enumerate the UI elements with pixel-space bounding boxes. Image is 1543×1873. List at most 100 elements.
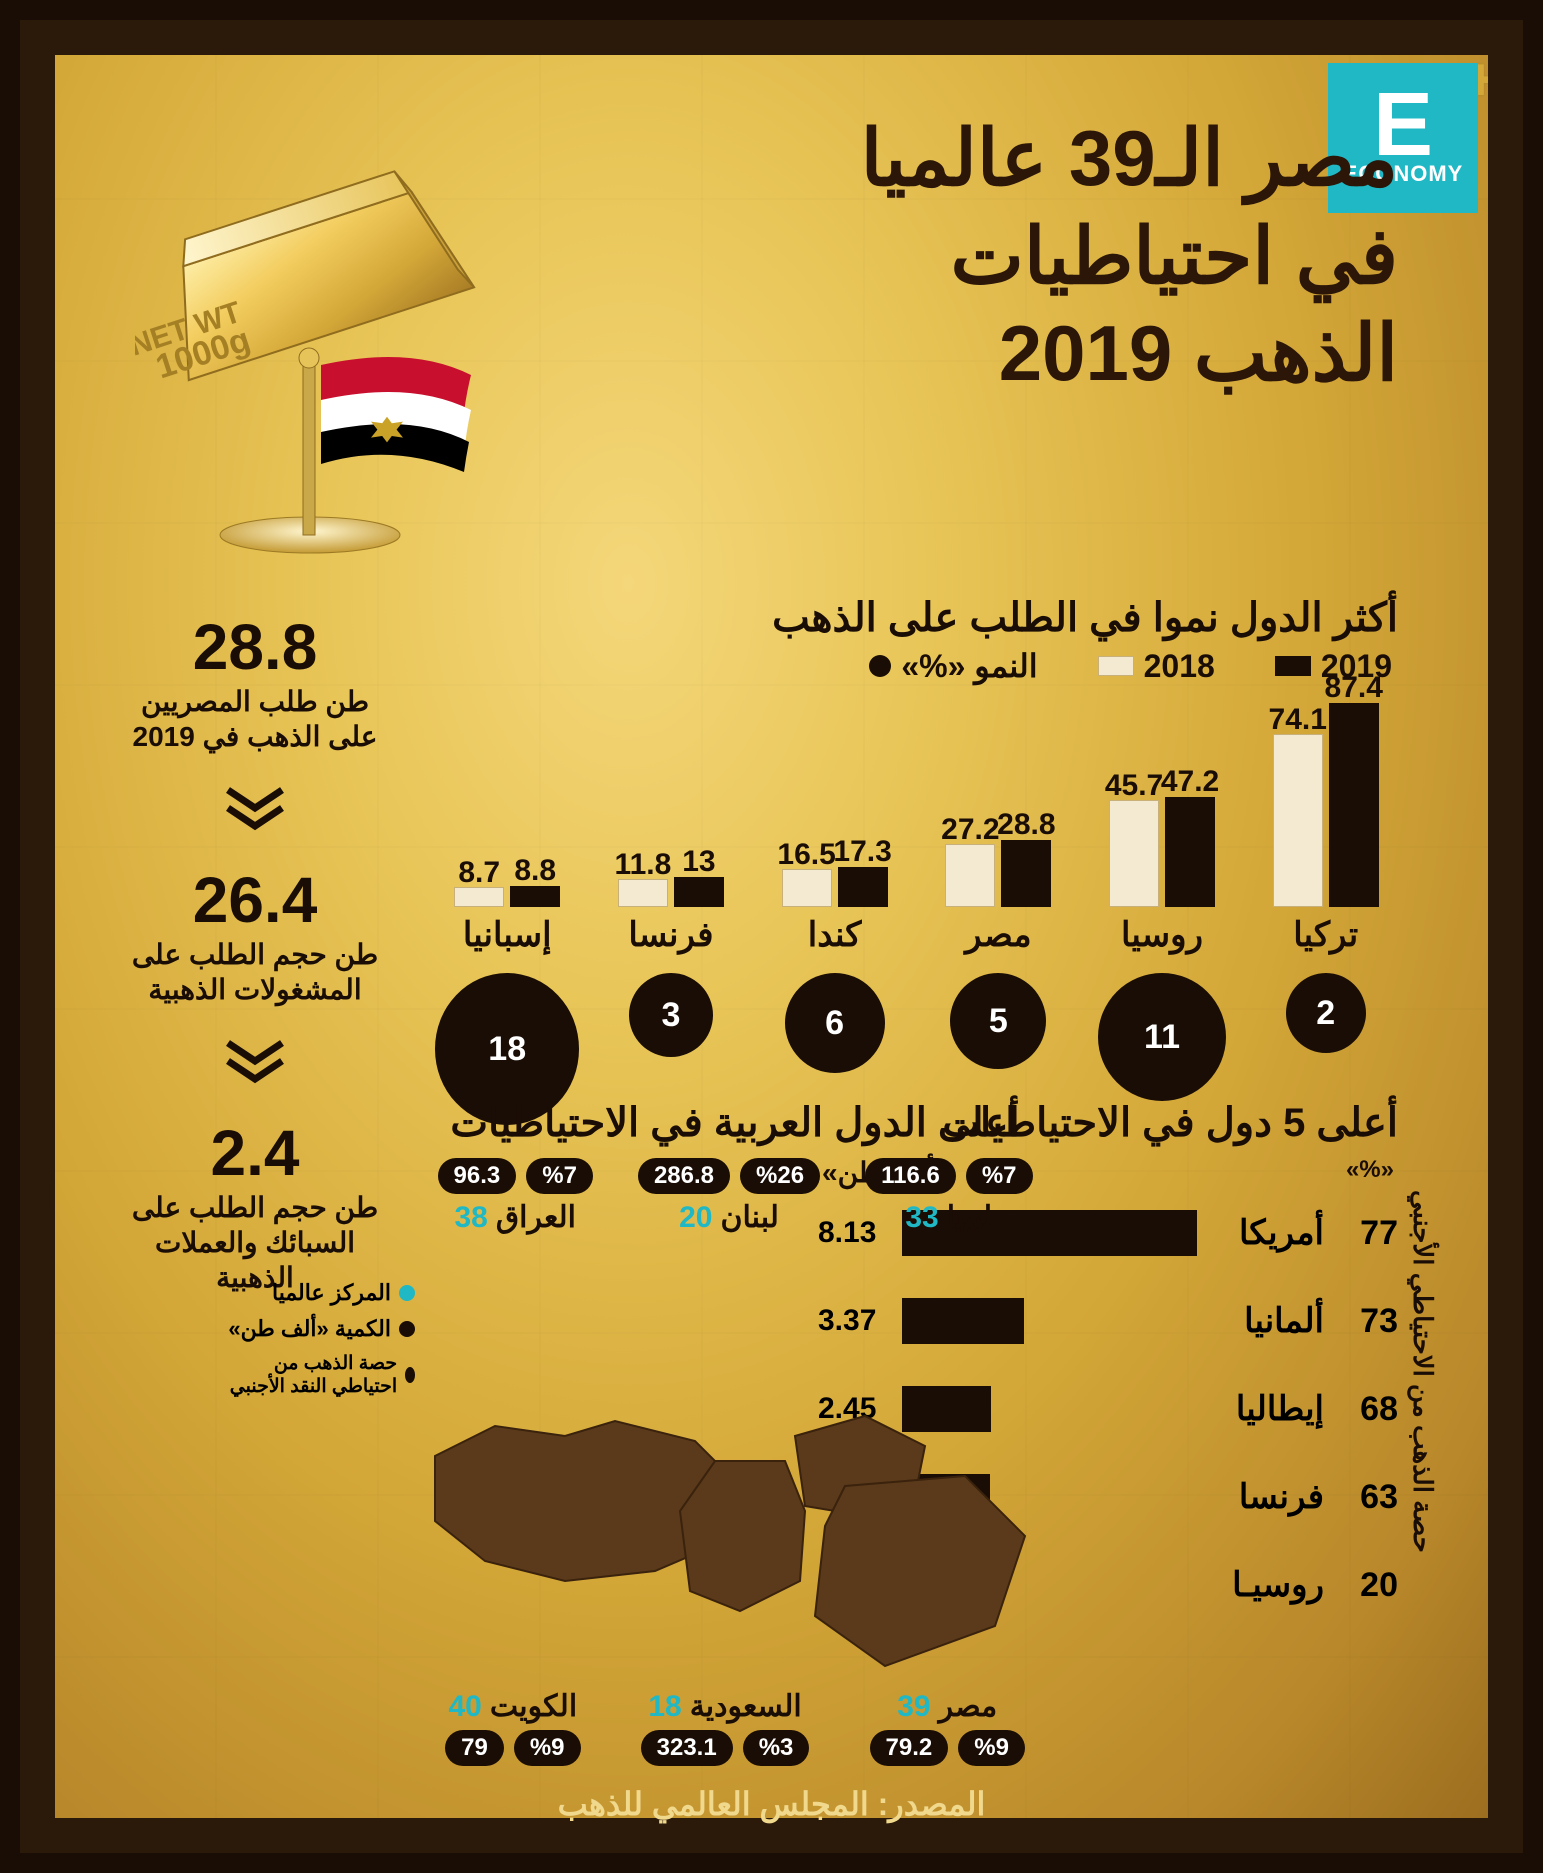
country-label: تركيا <box>1293 915 1358 955</box>
arab-bottom-row: مصر 39 %9 79.2 السعودية 18 %3 323.1 الكو… <box>415 1689 1055 1766</box>
growth-circle: 11 <box>1098 973 1226 1101</box>
arab-pill-row: %7 116.6 <box>865 1158 1032 1194</box>
legend-growth: النمو «%» <box>869 647 1037 685</box>
bar-2019: 28.8 <box>1001 840 1051 907</box>
arab-qty-pill: 96.3 <box>438 1158 517 1194</box>
top5-pct: 68 <box>1338 1390 1398 1429</box>
top5-share-label: حصة الذهب من الاحتياطي الأجنبي <box>1407 1190 1438 1553</box>
bar-value-2018: 8.7 <box>458 856 500 890</box>
top5-country: أمريكا <box>1224 1213 1324 1253</box>
arab-share-pill: %7 <box>966 1158 1033 1194</box>
source-label: المصدر: المجلس العالمي للذهب <box>20 1785 1523 1823</box>
arab-world-map-icon <box>415 1316 1055 1716</box>
bar-2018: 11.8 <box>618 879 668 907</box>
title-line-3: الذهب 2019 <box>861 305 1398 403</box>
bar-value-2019: 28.8 <box>997 808 1055 842</box>
bar-value-2019: 17.3 <box>833 835 891 869</box>
arab-qty-pill: 286.8 <box>638 1158 730 1194</box>
fact-text: طن حجم الطلب على المشغولات الذهبية <box>125 937 385 1007</box>
country-label: فرنسا <box>628 915 713 955</box>
arab-rank-label: الكويت 40 <box>448 1689 577 1724</box>
country-label: مصر <box>965 915 1031 955</box>
legend-2018-label: 2018 <box>1144 648 1215 685</box>
main-title: مصر الـ39 عالميا في احتياطيات الذهب 2019 <box>861 110 1398 403</box>
arab-share-pill: %3 <box>743 1730 810 1766</box>
title-line-2: في احتياطيات <box>861 208 1398 306</box>
bar-2018: 8.7 <box>454 887 504 907</box>
bar-2018: 74.1 <box>1273 734 1323 907</box>
top5-country: فرنسا <box>1224 1477 1324 1517</box>
legend-share-dot <box>405 1367 415 1383</box>
bar-2018: 27.2 <box>945 844 995 907</box>
growth-circle: 3 <box>629 973 713 1057</box>
legend-qty-label: الكمية «ألف طن» <box>228 1316 391 1342</box>
country-label: إسبانيا <box>463 915 552 955</box>
top5-country: إيطاليا <box>1224 1389 1324 1429</box>
top5-pct: 73 <box>1338 1302 1398 1341</box>
arab-pill-row: %3 323.1 <box>641 1730 810 1766</box>
fact-text: طن طلب المصريين على الذهب في 2019 <box>125 684 385 754</box>
arab-rank-label: السعودية 18 <box>648 1689 801 1724</box>
arab-cell: مصر 39 %9 79.2 <box>870 1689 1025 1766</box>
bars-row: 8.7 8.8 إسبانيا 11.8 13 فرنسا 16.5 <box>435 705 1398 955</box>
gold-bar-icon: NET WT 1000g <box>135 140 505 560</box>
bar-2018: 45.7 <box>1109 800 1159 907</box>
legend-2018: 2018 <box>1098 647 1215 685</box>
fact-number: 2.4 <box>125 1116 385 1190</box>
bar-group: 45.7 47.2 روسيا <box>1090 697 1234 955</box>
arab-title: أعلى الدول العربية في الاحتياطيات <box>415 1100 1055 1146</box>
arab-rank-label: مصر 39 <box>897 1689 997 1724</box>
arab-share-pill: %9 <box>958 1730 1025 1766</box>
legend-rank-label: المركز عالميا <box>272 1280 391 1306</box>
arab-pill-row: %26 286.8 <box>638 1158 820 1194</box>
top5-country: ألمانيا <box>1224 1301 1324 1341</box>
bar-2019: 87.4 <box>1329 703 1379 907</box>
bar-value-2018: 74.1 <box>1269 703 1327 737</box>
chart-title: أكثر الدول نموا في الطلب على الذهب <box>435 595 1398 641</box>
arab-cell: الكويت 40 %9 79 <box>445 1689 580 1766</box>
arab-rank-label: لبنان 20 <box>679 1200 779 1235</box>
arab-cell: السعودية 18 %3 323.1 <box>641 1689 810 1766</box>
arab-qty-pill: 79 <box>445 1730 504 1766</box>
bar-group: 11.8 13 فرنسا <box>599 697 743 955</box>
arab-share-pill: %26 <box>740 1158 820 1194</box>
egypt-flag-icon <box>321 357 471 472</box>
arab-qty-pill: 323.1 <box>641 1730 733 1766</box>
gold-canvas: + E ECONOMY مصر الـ39 عالميا في احتياطيا… <box>55 55 1488 1818</box>
bar-2019: 17.3 <box>838 867 888 907</box>
fact-block: 26.4 طن حجم الطلب على المشغولات الذهبية <box>125 863 385 1007</box>
arab-rank-label: العراق 38 <box>454 1200 576 1235</box>
arab-reserves-section: أعلى الدول العربية في الاحتياطيات %7 116… <box>415 1100 1055 1716</box>
bar-value-2018: 16.5 <box>777 838 835 872</box>
bar-value-2018: 11.8 <box>615 848 672 882</box>
arab-share-pill: %7 <box>526 1158 593 1194</box>
growth-bar-chart: أكثر الدول نموا في الطلب على الذهب النمو… <box>435 595 1398 1025</box>
arab-qty-pill: 79.2 <box>870 1730 949 1766</box>
bar-2019: 47.2 <box>1165 797 1215 907</box>
top5-country: روسيـا <box>1224 1565 1324 1605</box>
chevron-down-icon <box>125 1037 385 1092</box>
growth-circle: 2 <box>1286 973 1366 1053</box>
fact-number: 28.8 <box>125 610 385 684</box>
arab-cell: %7 116.6 ليبيا 33 <box>865 1158 1032 1235</box>
growth-circle: 6 <box>785 973 885 1073</box>
top5-pct: 20 <box>1338 1566 1398 1605</box>
legend-growth-label: النمو «%» <box>901 647 1037 685</box>
arab-legend: المركز عالميا الكمية «ألف طن» حصة الذهب … <box>215 1280 415 1408</box>
arab-qty-pill: 116.6 <box>865 1158 956 1194</box>
arab-cell: %7 96.3 العراق 38 <box>438 1158 593 1235</box>
arab-top-row: %7 116.6 ليبيا 33 %26 286.8 لبنان 20 %7 … <box>415 1158 1055 1235</box>
top5-pct: 63 <box>1338 1478 1398 1517</box>
side-facts: 28.8 طن طلب المصريين على الذهب في 2019 2… <box>125 610 385 1325</box>
bar-group: 27.2 28.8 مصر <box>926 697 1070 955</box>
country-label: روسيا <box>1121 915 1203 955</box>
bar-value-2018: 27.2 <box>941 813 999 847</box>
arab-rank-label: ليبيا 33 <box>905 1200 992 1235</box>
legend-rank-dot <box>399 1285 415 1301</box>
top5-pct-header: «%» <box>1346 1156 1394 1189</box>
legend-qty-dot <box>399 1321 415 1337</box>
bar-2019: 13 <box>674 877 724 907</box>
country-label: كندا <box>808 915 862 955</box>
bar-value-2019: 13 <box>682 845 715 879</box>
bar-group: 74.1 87.4 تركيا <box>1254 697 1398 955</box>
